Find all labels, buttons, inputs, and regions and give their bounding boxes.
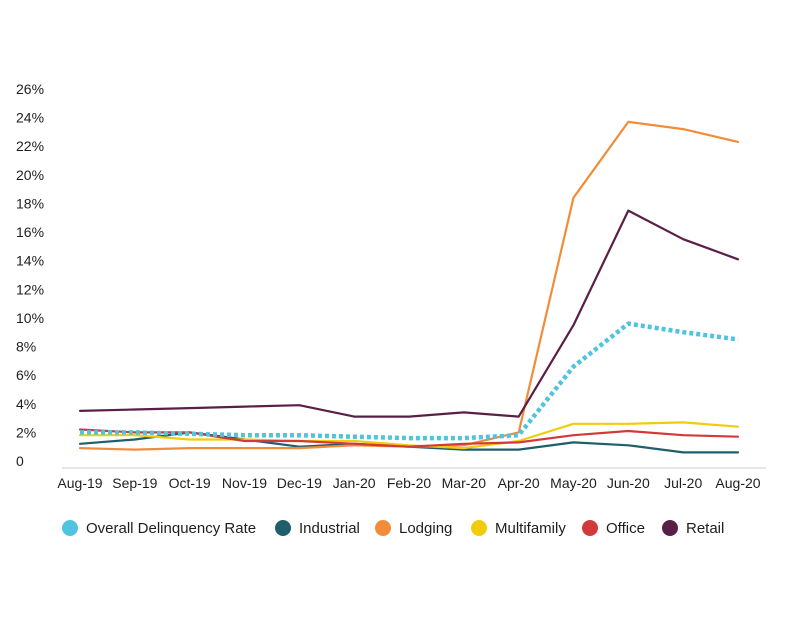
y-tick-label: 10% bbox=[16, 310, 44, 326]
x-tick-label: Aug-19 bbox=[57, 475, 102, 491]
x-tick-label: May-20 bbox=[550, 475, 597, 491]
legend-swatch-retail bbox=[662, 520, 678, 536]
series-line-retail bbox=[78, 209, 740, 418]
x-tick-label: Jul-20 bbox=[664, 475, 702, 491]
x-tick-label: Sep-19 bbox=[112, 475, 157, 491]
legend-swatch-multifamily bbox=[471, 520, 487, 536]
y-tick-label: 6% bbox=[16, 367, 36, 383]
y-axis-ticks: 0 2% 4% 6% 8% 10% 12% 14% 16% 18% 20% 22% 24% 26% bbox=[16, 81, 44, 469]
series-line-office bbox=[78, 428, 740, 448]
y-tick-label: 0 bbox=[16, 453, 24, 469]
y-tick-label: 8% bbox=[16, 339, 36, 355]
legend-label-overall-delinquency-rate: Overall Delinquency Rate bbox=[86, 520, 256, 537]
x-tick-label: Feb-20 bbox=[387, 475, 432, 491]
x-tick-label: Nov-19 bbox=[222, 475, 267, 491]
y-tick-label: 2% bbox=[16, 424, 36, 440]
y-tick-label: 26% bbox=[16, 81, 44, 97]
legend-swatch-industrial bbox=[275, 520, 291, 536]
y-tick-label: 16% bbox=[16, 224, 44, 240]
x-tick-label: Oct-19 bbox=[169, 475, 211, 491]
x-axis-ticks: Aug-19 Sep-19 Oct-19 Nov-19 Dec-19 Jan-20 Feb-… bbox=[57, 475, 760, 491]
y-tick-label: 12% bbox=[16, 281, 44, 297]
y-tick-label: 14% bbox=[16, 253, 44, 269]
legend-swatch-overall-delinquency-rate bbox=[62, 520, 78, 536]
legend-label-multifamily: Multifamily bbox=[495, 520, 566, 537]
x-tick-label: Jan-20 bbox=[333, 475, 376, 491]
series-lines bbox=[78, 120, 740, 454]
legend-swatch-lodging bbox=[375, 520, 391, 536]
x-tick-label: Jun-20 bbox=[607, 475, 650, 491]
x-tick-label: Apr-20 bbox=[498, 475, 540, 491]
series-line-multifamily bbox=[78, 421, 740, 450]
legend-label-retail: Retail bbox=[686, 520, 724, 537]
legend-label-lodging: Lodging bbox=[399, 520, 452, 537]
x-tick-label: Mar-20 bbox=[442, 475, 487, 491]
x-tick-label: Aug-20 bbox=[715, 475, 760, 491]
y-tick-label: 4% bbox=[16, 396, 36, 412]
legend-label-industrial: Industrial bbox=[299, 520, 360, 537]
y-tick-label: 22% bbox=[16, 138, 44, 154]
x-tick-label: Dec-19 bbox=[277, 475, 322, 491]
y-tick-label: 20% bbox=[16, 167, 44, 183]
y-tick-label: 18% bbox=[16, 195, 44, 211]
y-tick-label: 24% bbox=[16, 110, 44, 126]
series-line-lodging bbox=[78, 120, 740, 451]
legend: Overall Delinquency Rate Industrial Lodgin… bbox=[62, 520, 724, 537]
series-line-overall-delinquency-rate bbox=[80, 321, 739, 441]
legend-swatch-office bbox=[582, 520, 598, 536]
legend-label-office: Office bbox=[606, 520, 645, 537]
